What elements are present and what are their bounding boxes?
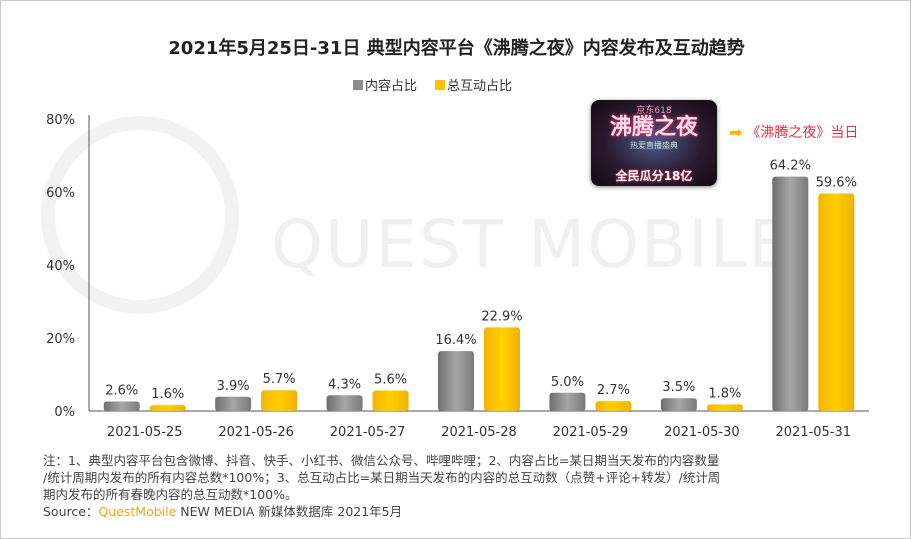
promo-text: 沸腾之夜 xyxy=(609,115,698,140)
legend-item-content: 内容占比 xyxy=(353,75,417,94)
callout: ➡ 《沸腾之夜》当日 xyxy=(729,122,858,142)
bar-interaction xyxy=(261,390,298,411)
legend-label: 内容占比 xyxy=(365,79,418,94)
x-tick-label: 2021-05-30 xyxy=(664,425,740,440)
data-label: 5.0% xyxy=(551,375,584,390)
bar-content xyxy=(215,396,252,411)
bar-interaction xyxy=(149,405,186,411)
x-tick-label: 2021-05-25 xyxy=(107,425,183,440)
bar-interaction xyxy=(484,327,520,411)
data-label: 59.6% xyxy=(816,175,857,190)
legend: 内容占比 总互动占比 xyxy=(353,75,512,94)
data-label: 64.2% xyxy=(770,159,811,174)
source-prefix: Source： xyxy=(43,504,99,519)
promo-image: 京东618 沸腾之夜 热爱直播盛典 全民瓜分18亿 xyxy=(591,100,717,186)
source-text: NEW MEDIA 新媒体数据库 2021年5月 xyxy=(176,504,403,519)
note-line: 期内发布的所有春晚内容的总互动数*100%。 xyxy=(43,487,298,502)
data-label: 2.7% xyxy=(597,383,630,398)
data-label: 2.6% xyxy=(105,384,138,399)
arrow-right-icon: ➡ xyxy=(729,122,743,142)
bar-interaction xyxy=(706,404,743,411)
bar-content xyxy=(326,395,363,411)
data-label: 4.3% xyxy=(328,377,361,392)
bar-content xyxy=(438,351,474,411)
legend-swatch-gray xyxy=(353,79,363,90)
callout-label: 《沸腾之夜》当日 xyxy=(746,125,859,141)
x-tick-label: 2021-05-29 xyxy=(553,425,629,440)
y-tick-label: 40% xyxy=(46,259,75,274)
data-label: 1.8% xyxy=(708,386,741,401)
promo-text: 热爱直播盛典 xyxy=(630,141,678,150)
x-tick-label: 2021-05-26 xyxy=(218,425,294,440)
data-label: 16.4% xyxy=(435,333,476,348)
promo-text: 全民瓜分18亿 xyxy=(615,169,693,183)
note-line: 注：1、典型内容平台包含微博、抖音、快手、小红书、微信公众号、哔哩哔哩；2、内容… xyxy=(43,453,720,468)
bar-content xyxy=(660,398,697,411)
legend-label: 总互动占比 xyxy=(447,79,513,94)
y-tick-label: 20% xyxy=(46,332,75,347)
source-line: Source：QuestMobile NEW MEDIA 新媒体数据库 2021… xyxy=(43,503,893,520)
source-brand: QuestMobile xyxy=(98,504,177,519)
bar-content xyxy=(549,392,586,411)
x-tick-label: 2021-05-27 xyxy=(330,425,406,440)
data-label: 5.7% xyxy=(263,372,296,387)
bar-interaction xyxy=(595,401,632,411)
x-tick-label: 2021-05-31 xyxy=(776,425,852,440)
legend-swatch-yellow xyxy=(435,79,446,90)
y-tick-label: 0% xyxy=(54,405,75,420)
data-label: 1.6% xyxy=(151,387,184,402)
x-tick-label: 2021-05-28 xyxy=(441,425,517,440)
bar-interaction xyxy=(372,390,409,411)
legend-item-interaction: 总互动占比 xyxy=(435,75,512,94)
promo-text: 京东618 xyxy=(636,106,672,116)
bar-interaction xyxy=(818,193,855,411)
data-label: 3.9% xyxy=(217,379,250,394)
chart-title: 2021年5月25日-31日 典型内容平台《沸腾之夜》内容发布及互动趋势 xyxy=(168,38,745,59)
watermark: QUEST MOBILE xyxy=(271,206,793,283)
footnotes: 注：1、典型内容平台包含微博、抖音、快手、小红书、微信公众号、哔哩哔哩；2、内容… xyxy=(43,452,893,520)
bar-content xyxy=(772,176,809,411)
data-label: 22.9% xyxy=(481,309,522,324)
data-label: 3.5% xyxy=(662,380,695,395)
y-tick-label: 80% xyxy=(46,113,75,128)
note-line: /统计周期内发布的所有内容总数*100%；3、总互动占比=某日期当天发布的内容的… xyxy=(43,470,721,485)
data-label: 5.6% xyxy=(374,373,407,388)
bar-content xyxy=(103,401,140,411)
y-tick-label: 60% xyxy=(46,186,75,201)
